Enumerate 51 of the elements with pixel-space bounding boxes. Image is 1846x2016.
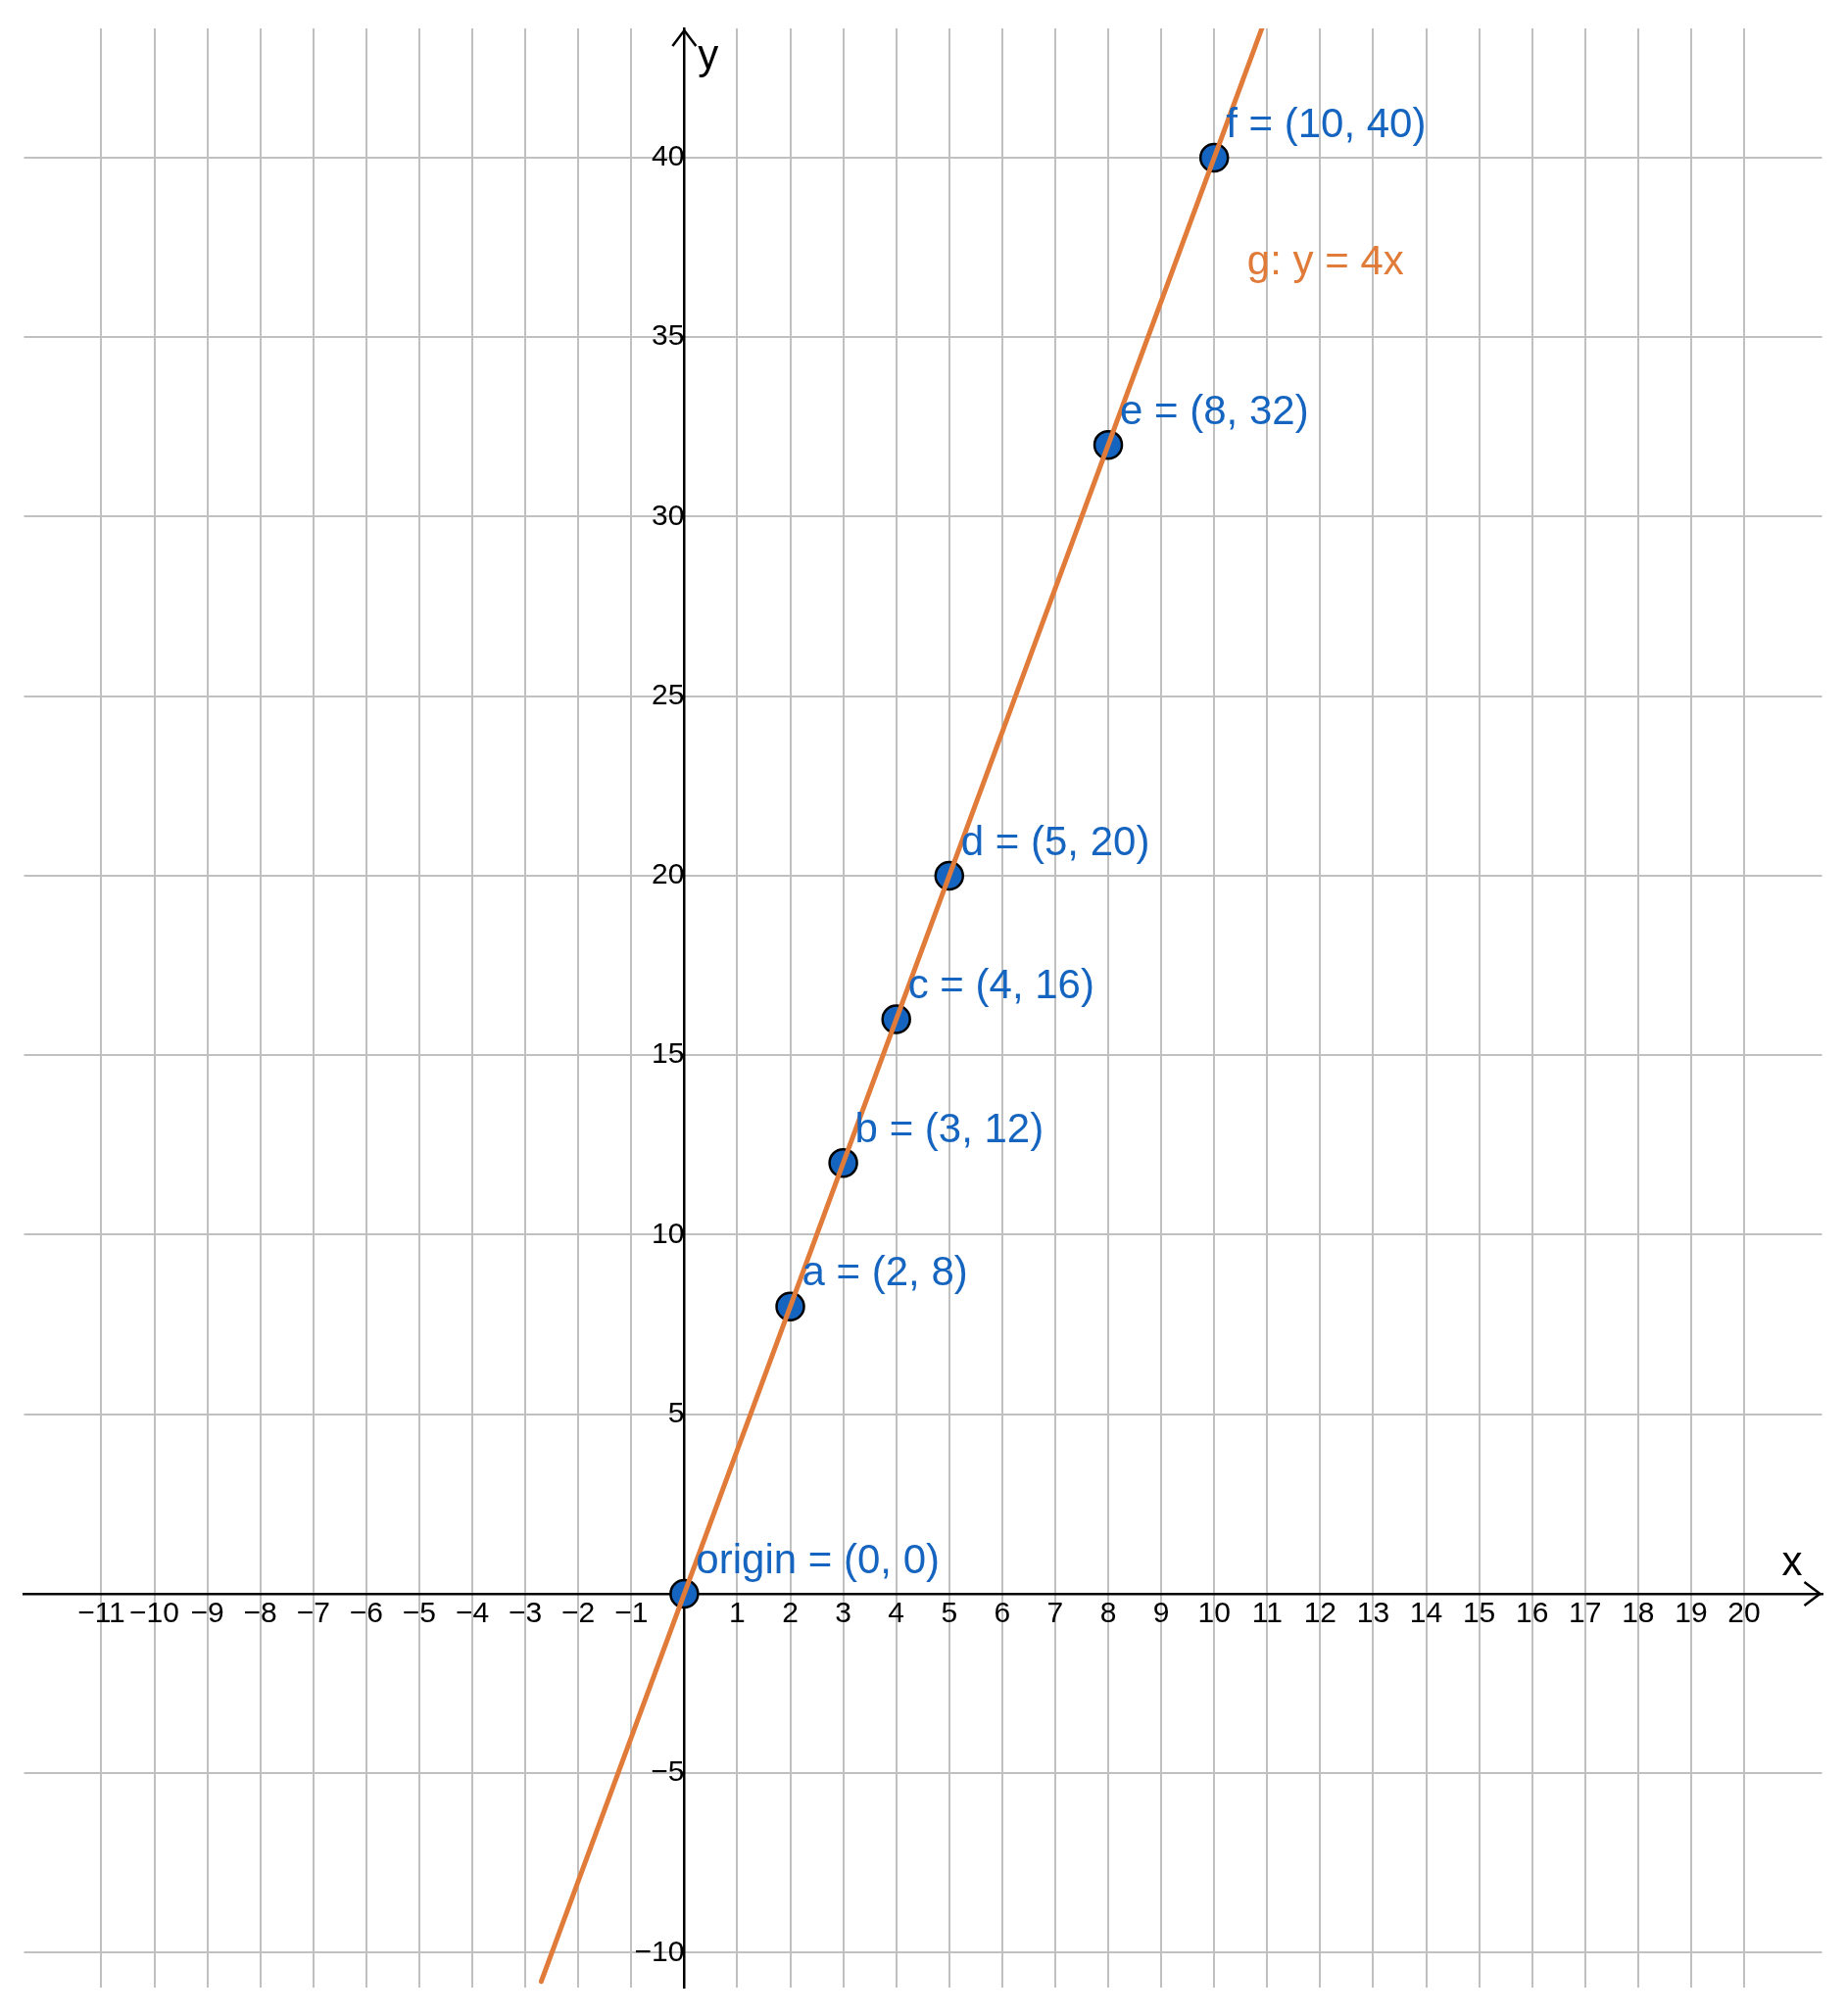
series-label: g: y = 4x [1246, 236, 1404, 283]
x-tick-label: 9 [1152, 1596, 1170, 1629]
x-tick-label: 11 [1251, 1596, 1283, 1629]
y-tick-label: 5 [667, 1395, 685, 1428]
x-tick-label: 18 [1622, 1596, 1655, 1629]
x-tick-label: −4 [455, 1596, 490, 1629]
x-tick-label: −10 [129, 1596, 179, 1629]
x-tick-label: −9 [190, 1596, 224, 1629]
annotation: f = (10, 40) [1226, 99, 1427, 146]
x-tick-label: 19 [1675, 1596, 1708, 1629]
x-tick-label: 15 [1462, 1596, 1496, 1629]
y-tick-label: 25 [651, 677, 685, 710]
y-tick-label: 40 [651, 139, 685, 172]
y-tick-label: 10 [651, 1216, 685, 1249]
x-tick-label: 1 [729, 1596, 746, 1629]
y-tick-label: 15 [651, 1036, 685, 1070]
x-tick-label: 2 [782, 1596, 799, 1629]
y-tick-label: −5 [651, 1754, 685, 1788]
x-tick-label: −11 [77, 1596, 125, 1629]
x-tick-label: 13 [1356, 1596, 1390, 1629]
x-tick-label: 17 [1569, 1596, 1602, 1629]
x-tick-label: 8 [1099, 1596, 1117, 1629]
x-tick-label: 12 [1303, 1596, 1337, 1629]
annotation: a = (2, 8) [802, 1248, 968, 1295]
x-tick-label: −2 [561, 1596, 596, 1629]
y-axis-title: y [698, 30, 719, 77]
x-tick-label: −5 [402, 1596, 437, 1629]
y-tick-label: −10 [634, 1934, 685, 1967]
x-tick-label: 14 [1409, 1596, 1443, 1629]
annotation: c = (4, 16) [907, 961, 1094, 1008]
x-tick-label: 10 [1197, 1596, 1231, 1629]
annotation: e = (8, 32) [1120, 386, 1309, 433]
annotation: d = (5, 20) [960, 817, 1150, 864]
x-tick-label: 4 [888, 1596, 905, 1629]
y-tick-label: 30 [651, 498, 685, 531]
y-tick-label: 35 [651, 318, 685, 352]
x-tick-label: 3 [835, 1596, 851, 1629]
annotation: origin = (0, 0) [696, 1535, 940, 1582]
annotation: b = (3, 12) [854, 1104, 1044, 1151]
x-axis-title: x [1781, 1537, 1803, 1584]
x-tick-label: −8 [243, 1596, 277, 1629]
x-tick-label: −6 [349, 1596, 383, 1629]
x-tick-label: −7 [296, 1596, 330, 1629]
x-tick-label: −1 [614, 1596, 649, 1629]
x-tick-label: 7 [1046, 1596, 1064, 1629]
x-tick-label: 20 [1727, 1596, 1761, 1629]
x-tick-label: 5 [941, 1596, 958, 1629]
x-tick-label: 6 [994, 1596, 1011, 1629]
x-tick-label: 16 [1515, 1596, 1549, 1629]
x-tick-label: −3 [509, 1596, 543, 1629]
y-tick-label: 20 [651, 857, 685, 890]
